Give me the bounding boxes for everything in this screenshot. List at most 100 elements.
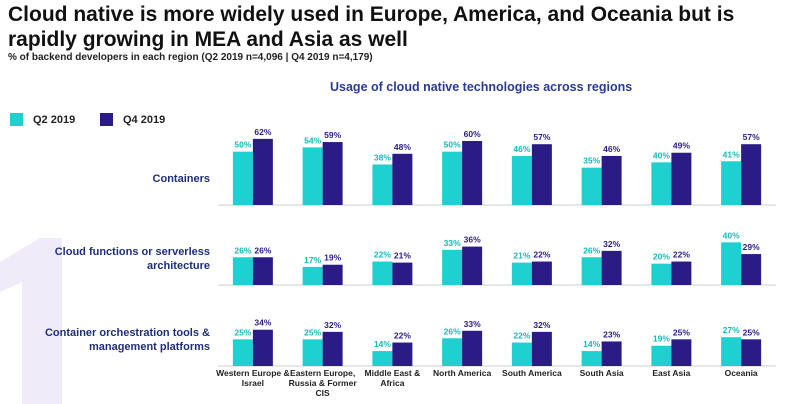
value-label: 22%	[673, 250, 690, 260]
bar	[651, 345, 672, 366]
chart-title: Usage of cloud native technologies acros…	[330, 80, 633, 94]
x-tick-label: Western Europe & Israel	[216, 368, 290, 388]
value-label: 26%	[234, 245, 251, 255]
bar	[581, 167, 602, 205]
title: Cloud native is more widely used in Euro…	[8, 3, 735, 51]
bar	[531, 144, 552, 205]
bar	[721, 161, 742, 205]
legend-item: Q2 2019	[10, 113, 75, 126]
value-label: 32%	[603, 239, 620, 249]
value-label: 46%	[513, 144, 530, 154]
bar	[462, 141, 483, 205]
x-tick-label: Middle East & Africa	[364, 368, 421, 388]
bar	[302, 339, 323, 366]
value-label: 17%	[304, 255, 321, 265]
bar	[232, 257, 253, 285]
value-label: 34%	[254, 318, 271, 328]
bar	[252, 329, 273, 366]
bar	[721, 242, 742, 285]
x-tick-label: South Asia	[579, 368, 624, 378]
bar	[232, 151, 253, 205]
value-label: 33%	[444, 238, 461, 248]
legend-swatch	[100, 113, 113, 126]
value-label: 50%	[444, 140, 461, 150]
value-label: 50%	[234, 140, 251, 150]
bar	[372, 261, 393, 285]
value-label: 21%	[394, 251, 411, 261]
bar	[392, 262, 413, 285]
legend-swatch	[10, 113, 23, 126]
bar	[601, 250, 622, 285]
value-label: 46%	[603, 144, 620, 154]
bar	[322, 264, 343, 285]
bar	[651, 263, 672, 285]
bar	[322, 331, 343, 366]
value-label: 32%	[324, 320, 341, 330]
value-label: 27%	[723, 325, 740, 335]
bar	[302, 266, 323, 285]
value-label: 25%	[673, 327, 690, 337]
value-label: 62%	[254, 127, 271, 137]
value-label: 25%	[304, 327, 321, 337]
legend-label: Q2 2019	[33, 113, 76, 126]
bar	[372, 164, 393, 205]
bar	[372, 351, 393, 366]
legend-item: Q4 2019	[100, 113, 165, 126]
x-tick-label: South America	[502, 368, 562, 378]
bar	[741, 339, 762, 366]
bar	[462, 246, 483, 285]
bar	[601, 155, 622, 205]
bar	[721, 337, 742, 366]
value-label: 35%	[583, 156, 600, 166]
bar	[511, 342, 532, 366]
value-label: 14%	[583, 339, 600, 349]
bar	[741, 254, 762, 285]
value-label: 40%	[653, 150, 670, 160]
value-label: 49%	[673, 141, 690, 151]
value-label: 22%	[394, 331, 411, 341]
x-tick-label: Eastern Europe, Russia & Former CIS	[288, 368, 357, 398]
value-label: 26%	[583, 245, 600, 255]
value-label: 22%	[374, 250, 391, 260]
bar	[651, 162, 672, 205]
bar	[671, 339, 692, 366]
bar	[601, 341, 622, 366]
value-label: 40%	[723, 230, 740, 240]
bar	[232, 339, 253, 366]
bar	[511, 155, 532, 205]
bar	[252, 257, 273, 285]
value-label: 23%	[603, 329, 620, 339]
bar	[581, 257, 602, 285]
bar	[671, 152, 692, 205]
value-label: 57%	[533, 132, 550, 142]
value-label: 25%	[743, 327, 760, 337]
value-label: 57%	[743, 132, 760, 142]
value-label: 60%	[464, 129, 481, 139]
value-label: 54%	[304, 135, 321, 145]
row-label: Cloud functions or serverless architectu…	[54, 246, 210, 272]
bar	[531, 331, 552, 366]
value-label: 22%	[513, 331, 530, 341]
value-label: 14%	[374, 339, 391, 349]
value-label: 36%	[464, 235, 481, 245]
value-label: 48%	[394, 142, 411, 152]
x-tick-label: North America	[432, 368, 492, 378]
bar	[581, 351, 602, 366]
value-label: 29%	[743, 242, 760, 252]
bar	[531, 261, 552, 285]
bar	[302, 147, 323, 205]
x-tick-label: Oceania	[724, 368, 758, 378]
value-label: 59%	[324, 130, 341, 140]
value-label: 25%	[234, 327, 251, 337]
bar	[442, 151, 463, 205]
bar	[442, 338, 463, 366]
value-label: 26%	[444, 326, 461, 336]
bar	[392, 153, 413, 205]
value-label: 19%	[653, 334, 670, 344]
bar	[741, 144, 762, 205]
bar	[322, 142, 343, 205]
value-label: 19%	[324, 253, 341, 263]
bar	[252, 138, 273, 205]
